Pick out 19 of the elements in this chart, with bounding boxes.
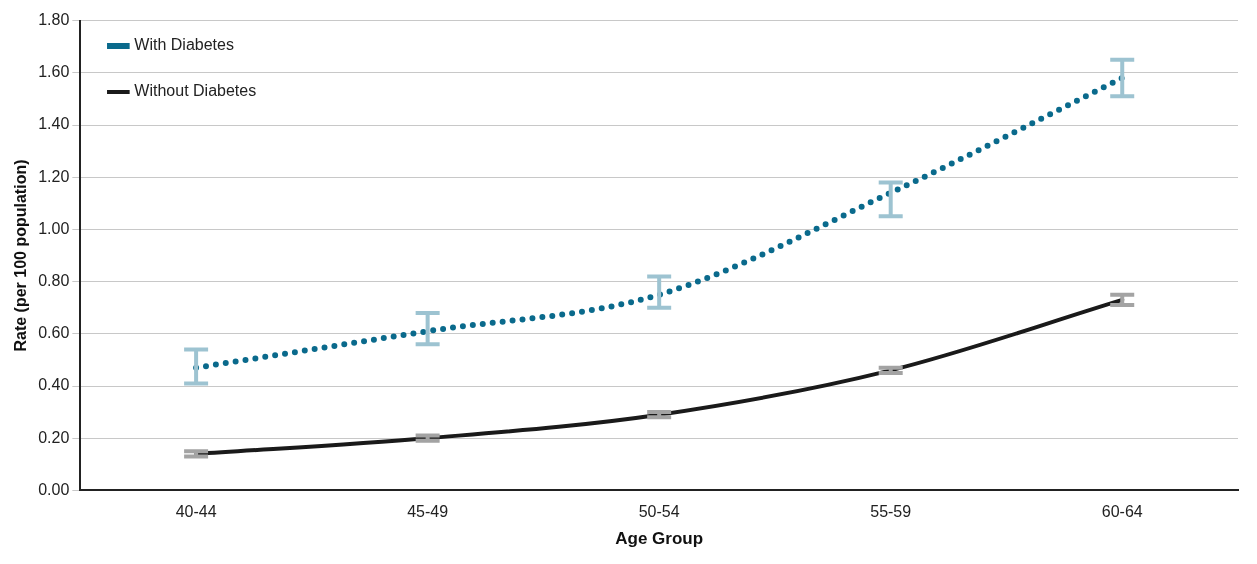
x-tick-label: 60-64 (1101, 503, 1143, 521)
x-tick-label: 45-49 (407, 503, 449, 521)
x-tick-label: 55-59 (870, 503, 912, 521)
y-tick-label: 0.40 (38, 376, 70, 394)
y-axis-title: Rate (per 100 population) (12, 159, 30, 352)
x-tick-label: 50-54 (638, 503, 680, 521)
x-axis-title: Age Group (615, 529, 704, 549)
y-tick-label: 1.20 (38, 167, 70, 185)
y-tick-label: 1.60 (38, 63, 70, 81)
y-tick-label: 0.00 (38, 480, 70, 498)
x-tick-label: 40-44 (175, 503, 217, 521)
y-tick-label: 0.60 (38, 324, 70, 342)
y-tick-label: 1.80 (38, 11, 70, 29)
y-tick-label: 0.80 (38, 272, 70, 290)
y-tick-label: 1.00 (38, 219, 70, 237)
y-tick-label: 0.20 (38, 428, 70, 446)
legend-label: Without Diabetes (134, 82, 257, 100)
legend-label: With Diabetes (134, 36, 234, 54)
y-tick-label: 1.40 (38, 115, 70, 133)
